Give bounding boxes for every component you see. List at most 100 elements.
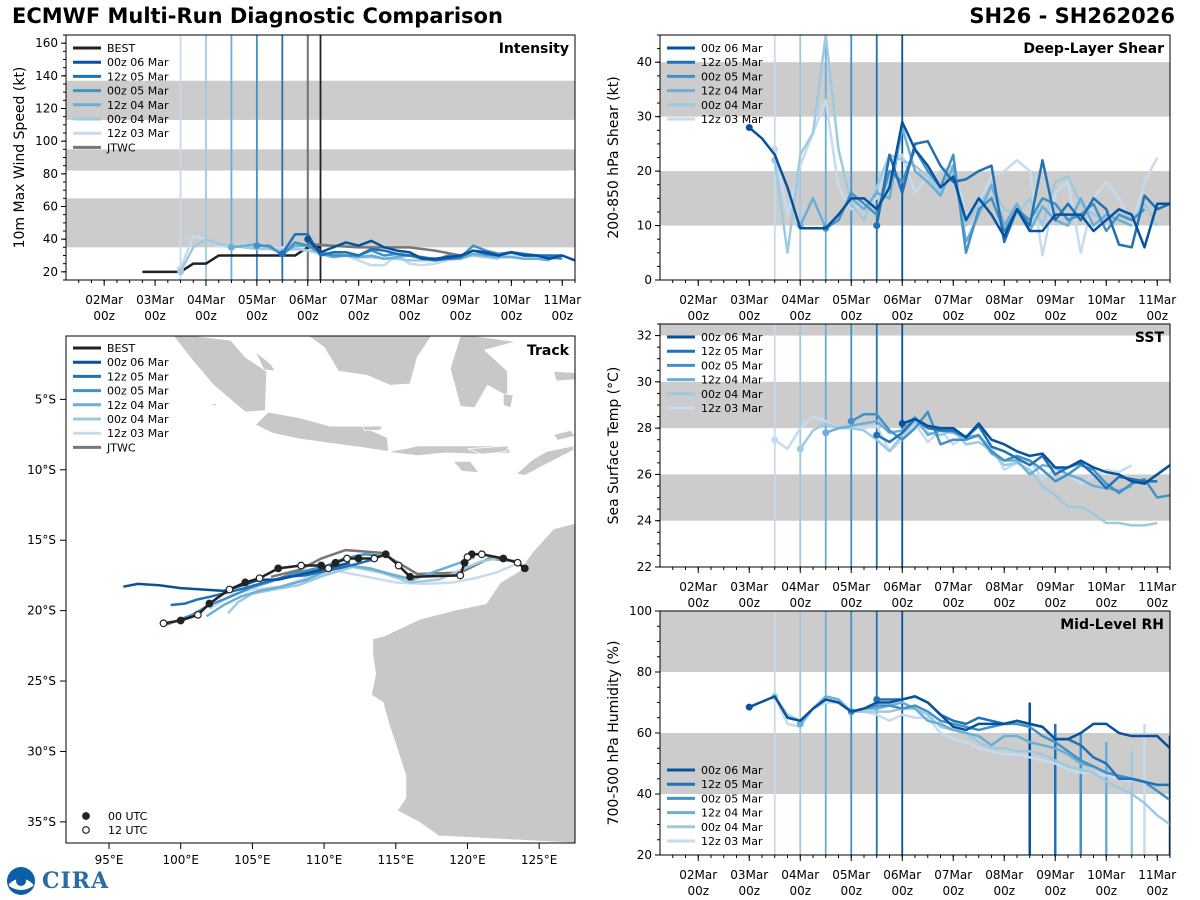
rh-xtick-label-hour: 00z: [789, 884, 811, 898]
track-best-point: [331, 558, 340, 567]
rh-xtick-label: 06Mar: [883, 868, 921, 882]
shear-xtick-label-hour: 00z: [1146, 309, 1168, 323]
storm-id: SH26 - SH262026: [969, 4, 1175, 28]
shear-ytick-label: 10: [637, 219, 652, 233]
rh-xtick-label: 10Mar: [1087, 868, 1125, 882]
intensity-series-start-point: [227, 243, 235, 251]
sst-xtick-label-hour: 00z: [1044, 596, 1066, 610]
shear-band: [660, 62, 1170, 117]
bangka-island: [254, 351, 277, 372]
intensity-legend-label: 00z 06 Mar: [107, 56, 169, 69]
shear-xtick-label: 04Mar: [781, 293, 819, 307]
track-ytick-label: 15°S: [27, 533, 56, 547]
sst-xtick-label-hour: 00z: [789, 596, 811, 610]
shear-xtick-label-hour: 00z: [891, 309, 913, 323]
shear-plot-area: [660, 35, 1170, 280]
intensity-legend-label: JTWC: [106, 141, 136, 154]
sst-legend-label: 12z 05 Mar: [701, 345, 763, 358]
sst-legend-label: 00z 06 Mar: [701, 331, 763, 344]
rh-xtick-label: 11Mar: [1138, 868, 1176, 882]
rh-xtick-label: 03Mar: [730, 868, 768, 882]
track-best-point: [241, 578, 250, 587]
shear-xtick-label-hour: 00z: [1044, 309, 1066, 323]
intensity-legend-label: BEST: [107, 42, 135, 55]
logo-text: CIRA: [42, 868, 110, 894]
sst-xtick-label: 07Mar: [934, 580, 972, 594]
sst-xtick-label-hour: 00z: [942, 596, 964, 610]
rh-series-line: [748, 695, 1170, 750]
sst-series-line: [850, 410, 1170, 499]
rh-ytick-label: 20: [637, 848, 652, 862]
shear-xtick-label: 09Mar: [1036, 293, 1074, 307]
intensity-plot-area: [66, 35, 575, 280]
intensity-xtick-label-hour: 00z: [144, 309, 166, 323]
rh-xtick-label-hour: 00z: [1095, 884, 1117, 898]
rh-title: Mid-Level RH: [1060, 617, 1164, 633]
shear-xtick-label-hour: 00z: [993, 309, 1015, 323]
intensity-xtick-label: 03Mar: [136, 293, 174, 307]
shear-series-line: [748, 120, 1170, 249]
intensity-series-start-point: [304, 235, 312, 243]
shear-legend-label: 00z 04 Mar: [701, 99, 763, 112]
rh-xtick-label-hour: 00z: [891, 884, 913, 898]
track-panel: 95°E 100°E 105°E 110°E 115°E 120°E 125°E 5°S 10°…: [27, 335, 576, 867]
track-frame: [65, 335, 576, 844]
track-best-point: [520, 564, 529, 573]
shear-xtick-label-hour: 00z: [840, 309, 862, 323]
rh-plot-area: [660, 611, 1170, 855]
cira-logo: CIRA: [6, 866, 109, 896]
sst-xtick-label: 03Mar: [730, 580, 768, 594]
shear-series-start-point: [873, 222, 881, 230]
flores-island-east: [467, 445, 510, 455]
sst-series-line: [876, 417, 1158, 490]
sst-ytick-label: 32: [637, 329, 652, 343]
track-marker-legend-symbol: [82, 812, 90, 820]
rh-ytick-label: 40: [637, 787, 652, 801]
sst-xtick-label: 02Mar: [679, 580, 717, 594]
rh-xtick-label: 05Mar: [832, 868, 870, 882]
track-best-point: [225, 585, 234, 594]
track-marker-legend-label: 12 UTC: [108, 824, 148, 837]
sst-ytick-label: 24: [637, 514, 652, 528]
rh-xtick-label-hour: 00z: [993, 884, 1015, 898]
intensity-series-start-point: [278, 250, 286, 258]
figure-title: ECMWF Multi-Run Diagnostic Comparison: [12, 4, 503, 28]
rh-panel: 20 40 60 80 100 02Mar 00z 03Mar 00z 04Mar 00z 05Mar…: [606, 604, 1176, 898]
intensity-xtick-label: 05Mar: [238, 293, 276, 307]
intensity-xtick-label: 06Mar: [289, 293, 327, 307]
shear-series-start-point: [745, 124, 753, 132]
sst-xtick-label-hour: 00z: [1146, 596, 1168, 610]
intensity-legend-label: 12z 05 Mar: [107, 70, 169, 83]
madura-island: [362, 425, 384, 431]
track-xtick-label: 100°E: [162, 853, 199, 867]
shear-xtick-label-hour: 00z: [942, 309, 964, 323]
intensity-ytick-label: 140: [35, 69, 58, 83]
track-best-point: [370, 554, 379, 563]
shear-series-line: [799, 126, 1133, 244]
shear-xtick-label: 07Mar: [934, 293, 972, 307]
intensity-xtick-label-hour: 00z: [551, 309, 573, 323]
track-best-point: [176, 616, 185, 625]
rh-series-start-point: [873, 695, 881, 703]
track-ytick-label: 35°S: [27, 815, 56, 829]
track-series-line: [208, 561, 520, 611]
track-plot-area: [111, 336, 575, 843]
shear-ytick-label: 0: [644, 273, 652, 287]
shear-band: [660, 171, 1170, 226]
sst-legend-label: 00z 05 Mar: [701, 359, 763, 372]
sst-panel: 22 24 26 28 30 32 02Mar 00z 03Mar 00z 04Mar 00z 05Ma…: [606, 323, 1176, 610]
track-marker-legend-symbol: [82, 826, 90, 834]
track-best-point: [406, 572, 415, 581]
sst-series-start-point: [796, 445, 804, 453]
intensity-xtick-label: 09Mar: [442, 293, 480, 307]
buton-island: [502, 393, 514, 409]
rh-xtick-label-hour: 00z: [942, 884, 964, 898]
sst-series-start-point: [873, 431, 881, 439]
sst-xtick-label-hour: 00z: [738, 596, 760, 610]
sumba-island: [452, 460, 480, 474]
rh-xtick-label: 08Mar: [985, 868, 1023, 882]
track-title: Track: [527, 343, 570, 359]
track-ytick-label: 10°S: [27, 463, 56, 477]
shear-legend-label: 12z 03 Mar: [701, 113, 763, 126]
sst-legend-label: 12z 03 Mar: [701, 402, 763, 415]
